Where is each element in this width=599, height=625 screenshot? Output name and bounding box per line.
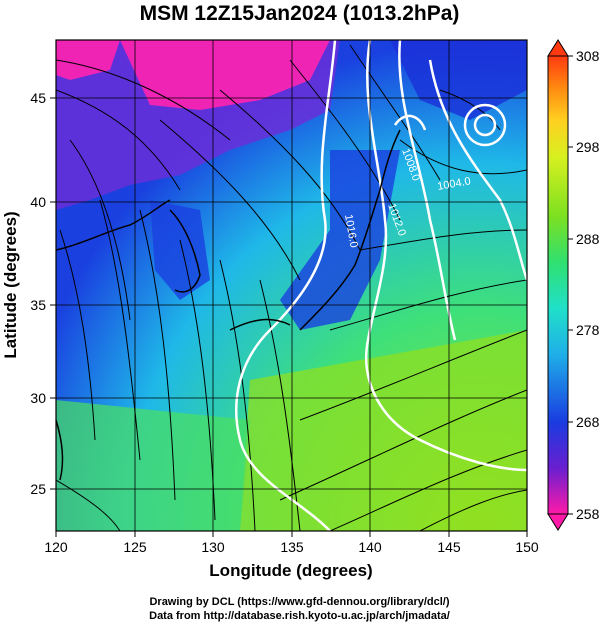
isobar-contours — [235, 40, 527, 531]
y-tick-label: 25 — [30, 481, 46, 497]
contour-label: 1016.0 — [342, 213, 360, 248]
y-tick-label: 35 — [30, 297, 46, 313]
temperature-field — [56, 40, 527, 531]
coastline — [55, 129, 401, 481]
y-axis-ticks — [50, 97, 56, 490]
colorbar-tick-label: 308 — [576, 48, 599, 64]
x-tick-label: 130 — [201, 539, 225, 555]
colorbar-max-triangle — [547, 39, 569, 57]
x-tick-label: 135 — [280, 539, 304, 555]
x-tick-label: 140 — [358, 539, 382, 555]
x-tick-label: 150 — [515, 539, 539, 555]
footer-credit-data: Data from http://database.rish.kyoto-u.a… — [149, 610, 450, 622]
y-axis-title: Latitude (degrees) — [1, 211, 20, 358]
x-tick-label: 120 — [44, 539, 68, 555]
lat-lon-grid — [56, 40, 527, 531]
colorbar: 308 298 288 278 268 258 — [547, 39, 599, 531]
x-axis-labels: 120 125 130 135 140 145 150 — [44, 539, 539, 555]
contour-label: 1004.0 — [436, 175, 471, 193]
colorbar-tick-label: 268 — [576, 414, 599, 430]
colorbar-tick-label: 288 — [576, 231, 599, 247]
x-axis-ticks — [55, 531, 528, 537]
colorbar-tick-label: 298 — [576, 139, 599, 155]
colorbar-min-triangle — [547, 513, 569, 531]
x-tick-label: 125 — [123, 539, 147, 555]
colorbar-tick-label: 278 — [576, 322, 599, 338]
y-tick-label: 30 — [30, 390, 46, 406]
x-axis-title: Longitude (degrees) — [209, 561, 372, 580]
chart-title: MSM 12Z15Jan2024 (1013.2hPa) — [139, 2, 460, 25]
y-tick-label: 40 — [30, 194, 46, 210]
wind-streamlines — [56, 44, 527, 531]
x-tick-label: 145 — [437, 539, 461, 555]
y-tick-label: 45 — [30, 90, 46, 106]
footer-credit-drawing: Drawing by DCL (https://www.gfd-dennou.o… — [149, 596, 450, 608]
colorbar-gradient — [547, 55, 569, 515]
y-axis-labels: 25 30 35 40 45 — [30, 90, 46, 497]
colorbar-tick-label: 258 — [576, 506, 599, 522]
